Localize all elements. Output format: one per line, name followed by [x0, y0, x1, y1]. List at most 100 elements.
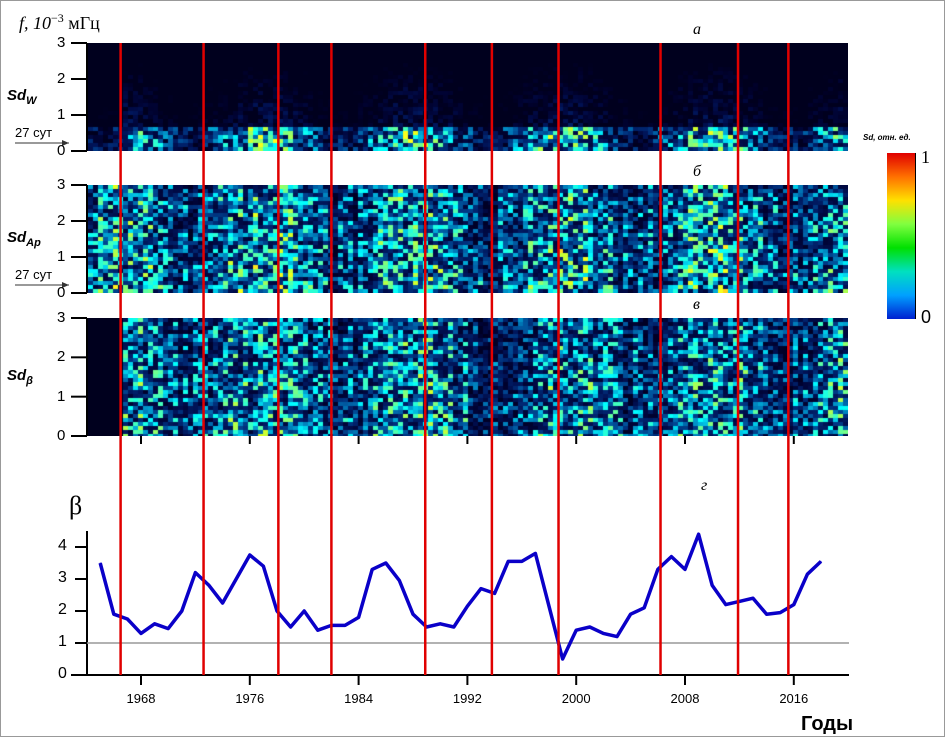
- data-point: [398, 580, 400, 582]
- panel-letter: б: [693, 163, 702, 180]
- arrow-head-icon: [62, 140, 69, 146]
- panel-letter-g: г: [701, 477, 708, 494]
- panel-letter: в: [693, 296, 700, 313]
- data-point: [126, 618, 128, 620]
- panel-label: SdW: [7, 87, 37, 110]
- y-tick-label: 1: [58, 633, 67, 650]
- x-tick-label: 1968: [126, 691, 156, 706]
- data-point: [99, 562, 101, 564]
- data-point: [154, 623, 156, 625]
- data-point: [643, 607, 645, 609]
- arrow-head-icon: [62, 282, 69, 288]
- freq-tick-label: 1: [57, 248, 66, 265]
- y-tick-label: 0: [58, 665, 67, 682]
- beta-series-line: [98, 532, 823, 661]
- data-point: [181, 610, 183, 612]
- panel-label-main: Sd: [7, 367, 27, 384]
- data-point: [766, 613, 768, 615]
- data-point: [439, 623, 441, 625]
- axis-title-text: f, 10: [19, 13, 52, 33]
- data-point: [140, 632, 142, 634]
- data-point: [670, 556, 672, 558]
- data-point: [317, 629, 319, 631]
- data-point: [494, 592, 496, 594]
- freq-tick-label: 2: [57, 348, 66, 366]
- freq-tick-label: 0: [57, 427, 66, 444]
- colorbar-min-label: 0: [921, 307, 932, 327]
- data-point: [711, 584, 713, 586]
- data-point: [194, 572, 196, 574]
- colorbar-axis: [915, 153, 916, 319]
- data-point: [235, 578, 237, 580]
- colorbar-max-label: 1: [921, 147, 930, 167]
- x-tick-label: 2008: [670, 691, 700, 706]
- data-point: [793, 604, 795, 606]
- freq-tick-label: 2: [57, 70, 66, 87]
- data-point: [534, 552, 536, 554]
- heatmap-sdw: [88, 43, 848, 151]
- data-point: [684, 568, 686, 570]
- data-point: [725, 604, 727, 606]
- panel-label-sub: W: [26, 95, 37, 107]
- panel-label-sub: β: [26, 375, 33, 387]
- axis-title-exp: −3: [51, 11, 64, 25]
- panel-label-main: Sd: [7, 87, 27, 104]
- data-point: [779, 612, 781, 614]
- x-tick-label: 2016: [779, 691, 809, 706]
- data-point: [698, 533, 700, 535]
- panel-label: SdAp: [7, 229, 41, 252]
- freq-tick-label: 0: [57, 284, 66, 301]
- data-point: [358, 616, 360, 618]
- data-point: [222, 602, 224, 604]
- freq-tick-label: 1: [57, 106, 66, 123]
- data-point: [167, 628, 169, 630]
- data-point: [344, 624, 346, 626]
- data-point: [466, 605, 468, 607]
- data-point: [589, 626, 591, 628]
- colorbar-title: Sd, отн. ед.: [863, 133, 911, 142]
- freq-tick-label: 2: [57, 212, 66, 229]
- period-marker-label: 27 сут: [15, 125, 53, 140]
- data-point: [290, 626, 292, 628]
- x-tick-label: 1992: [452, 691, 482, 706]
- data-point: [113, 613, 115, 615]
- data-point: [480, 588, 482, 590]
- data-point: [385, 562, 387, 564]
- data-point: [262, 565, 264, 567]
- data-point: [806, 573, 808, 575]
- data-point: [412, 613, 414, 615]
- axis-title-unit: мГц: [68, 13, 100, 33]
- data-point: [630, 613, 632, 615]
- data-point: [371, 568, 373, 570]
- data-point: [453, 626, 455, 628]
- data-point: [249, 554, 251, 556]
- data-point: [575, 629, 577, 631]
- heatmap-sdbeta: [88, 318, 848, 436]
- data-point: [820, 560, 822, 562]
- panel-letter: а: [693, 21, 701, 38]
- panel-label-sub: Ap: [26, 237, 41, 249]
- freq-tick-label: 1: [57, 387, 66, 405]
- data-point: [616, 636, 618, 638]
- data-point: [752, 597, 754, 599]
- colorbar: [887, 153, 915, 319]
- y-tick-label: 4: [58, 537, 67, 554]
- x-axis-label: Годы: [801, 713, 854, 735]
- x-tick-label: 1984: [344, 691, 374, 706]
- freq-tick-label: 3: [57, 176, 66, 193]
- freq-tick-label: 3: [57, 309, 66, 326]
- freq-tick-label: 0: [57, 142, 66, 159]
- data-point: [303, 610, 305, 612]
- y-tick-label: 3: [58, 569, 67, 586]
- data-point: [208, 584, 210, 586]
- panel-label-main: Sd: [7, 229, 27, 246]
- x-tick-label: 1976: [235, 691, 265, 706]
- period-marker-label: 27 сут: [15, 267, 53, 282]
- x-tick-label: 2000: [561, 691, 591, 706]
- data-point: [602, 632, 604, 634]
- data-point: [507, 560, 509, 562]
- panel-label: Sdβ: [7, 367, 33, 390]
- freq-tick-label: 3: [57, 34, 66, 51]
